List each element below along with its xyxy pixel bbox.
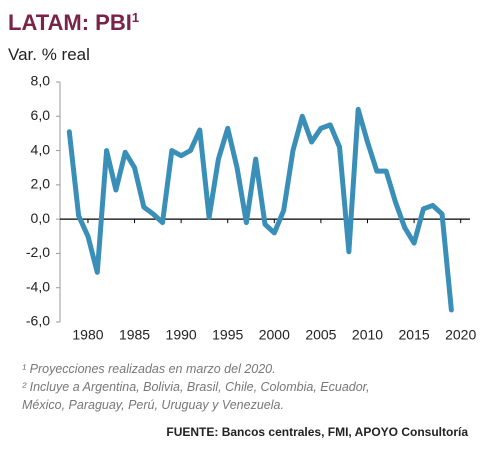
x-tick-label: 2010	[352, 327, 383, 343]
y-tick-label: -4,0	[26, 278, 50, 294]
x-tick-label: 1980	[72, 327, 103, 343]
y-tick-label: -2,0	[26, 244, 50, 260]
y-tick-label: 0,0	[31, 210, 51, 226]
y-tick-label: 6,0	[31, 107, 51, 123]
title-text: LATAM: PBI	[8, 10, 132, 35]
note: ¹ Proyecciones realizadas en marzo del 2…	[22, 362, 276, 376]
chart-title: LATAM: PBI1	[8, 10, 139, 35]
x-tick-label: 1995	[212, 327, 243, 343]
data-line	[66, 106, 454, 313]
x-tick-label: 2000	[259, 327, 290, 343]
source: FUENTE: Bancos centrales, FMI, APOYO Con…	[166, 425, 468, 439]
note: ² Incluye a Argentina, Bolivia, Brasil, …	[22, 380, 370, 394]
x-tick-label: 2015	[399, 327, 430, 343]
x-tick-label: 1985	[119, 327, 150, 343]
title-note: 1	[132, 10, 139, 25]
x-tick-label: 1990	[166, 327, 197, 343]
note: México, Paraguay, Perú, Uruguay y Venezu…	[22, 398, 284, 412]
y-tick-label: 8,0	[31, 73, 51, 89]
subtitle: Var. % real	[8, 45, 90, 64]
y-tick-label: -6,0	[26, 313, 50, 329]
y-tick-label: 2,0	[31, 176, 51, 192]
y-tick-label: 4,0	[31, 141, 51, 157]
x-tick-label: 2005	[305, 327, 336, 343]
x-tick-label: 2020	[445, 327, 476, 343]
